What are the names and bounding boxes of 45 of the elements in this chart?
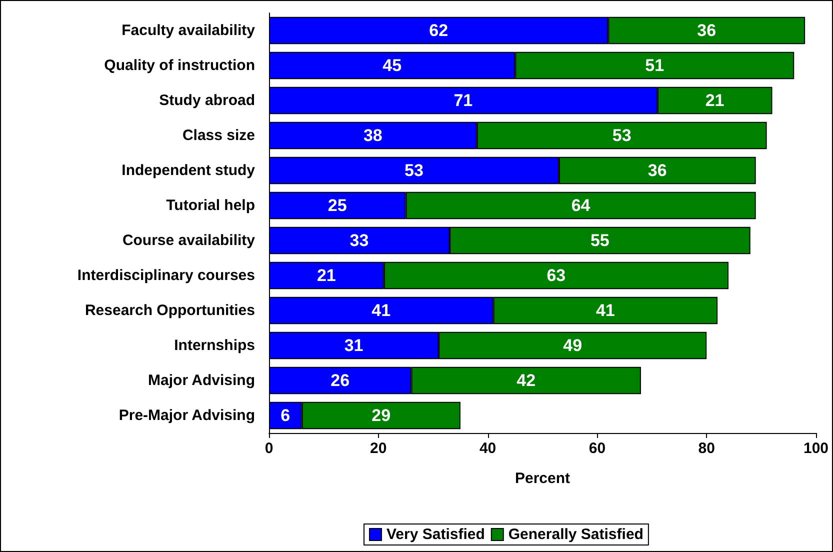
data-label: 33 — [350, 231, 369, 250]
x-tick-label: 100 — [803, 440, 829, 457]
y-tick-label: Quality of instruction — [104, 57, 255, 74]
data-label: 49 — [563, 336, 582, 355]
y-tick-label: Class size — [182, 127, 255, 144]
y-tick-label: Faculty availability — [122, 22, 256, 39]
data-label: 31 — [344, 336, 364, 355]
y-tick-label: Major Advising — [148, 372, 255, 389]
data-label: 26 — [330, 371, 350, 390]
data-label: 41 — [596, 301, 615, 320]
y-tick-label: Independent study — [122, 162, 256, 179]
data-label: 36 — [648, 161, 667, 180]
data-label: 6 — [280, 406, 290, 425]
y-tick-label: Research Opportunities — [84, 302, 255, 319]
data-label: 62 — [429, 21, 448, 40]
data-label: 38 — [363, 126, 382, 145]
data-label: 53 — [404, 161, 424, 180]
legend-label: Very Satisfied — [386, 526, 485, 543]
x-axis-title: Percent — [514, 470, 570, 487]
data-label: 55 — [590, 231, 610, 250]
data-label: 41 — [372, 301, 391, 320]
legend-label: Generally Satisfied — [508, 526, 644, 543]
data-label: 21 — [705, 91, 724, 110]
x-tick-label: 20 — [370, 440, 387, 457]
data-label: 21 — [316, 266, 336, 285]
y-tick-label: Course availability — [122, 232, 256, 249]
data-label: 45 — [382, 56, 402, 75]
data-label: 36 — [697, 21, 716, 40]
data-label: 42 — [516, 371, 536, 390]
x-tick-label: 80 — [698, 440, 715, 457]
x-tick-label: 40 — [479, 440, 496, 457]
data-label: 64 — [571, 196, 591, 215]
data-label: 25 — [328, 196, 347, 215]
data-label: 53 — [612, 126, 632, 145]
y-tick-label: Pre-Major Advising — [118, 407, 255, 424]
data-label: 71 — [454, 91, 473, 110]
y-tick-label: Study abroad — [159, 92, 255, 109]
y-tick-label: Interdisciplinary courses — [77, 267, 255, 284]
data-label: 51 — [645, 56, 664, 75]
x-tick-label: 0 — [264, 440, 274, 457]
y-tick-label: Tutorial help — [166, 197, 255, 214]
x-tick-label: 60 — [588, 440, 606, 457]
data-label: 29 — [372, 406, 391, 425]
data-label: 63 — [546, 266, 566, 285]
y-tick-label: Internships — [174, 337, 255, 354]
